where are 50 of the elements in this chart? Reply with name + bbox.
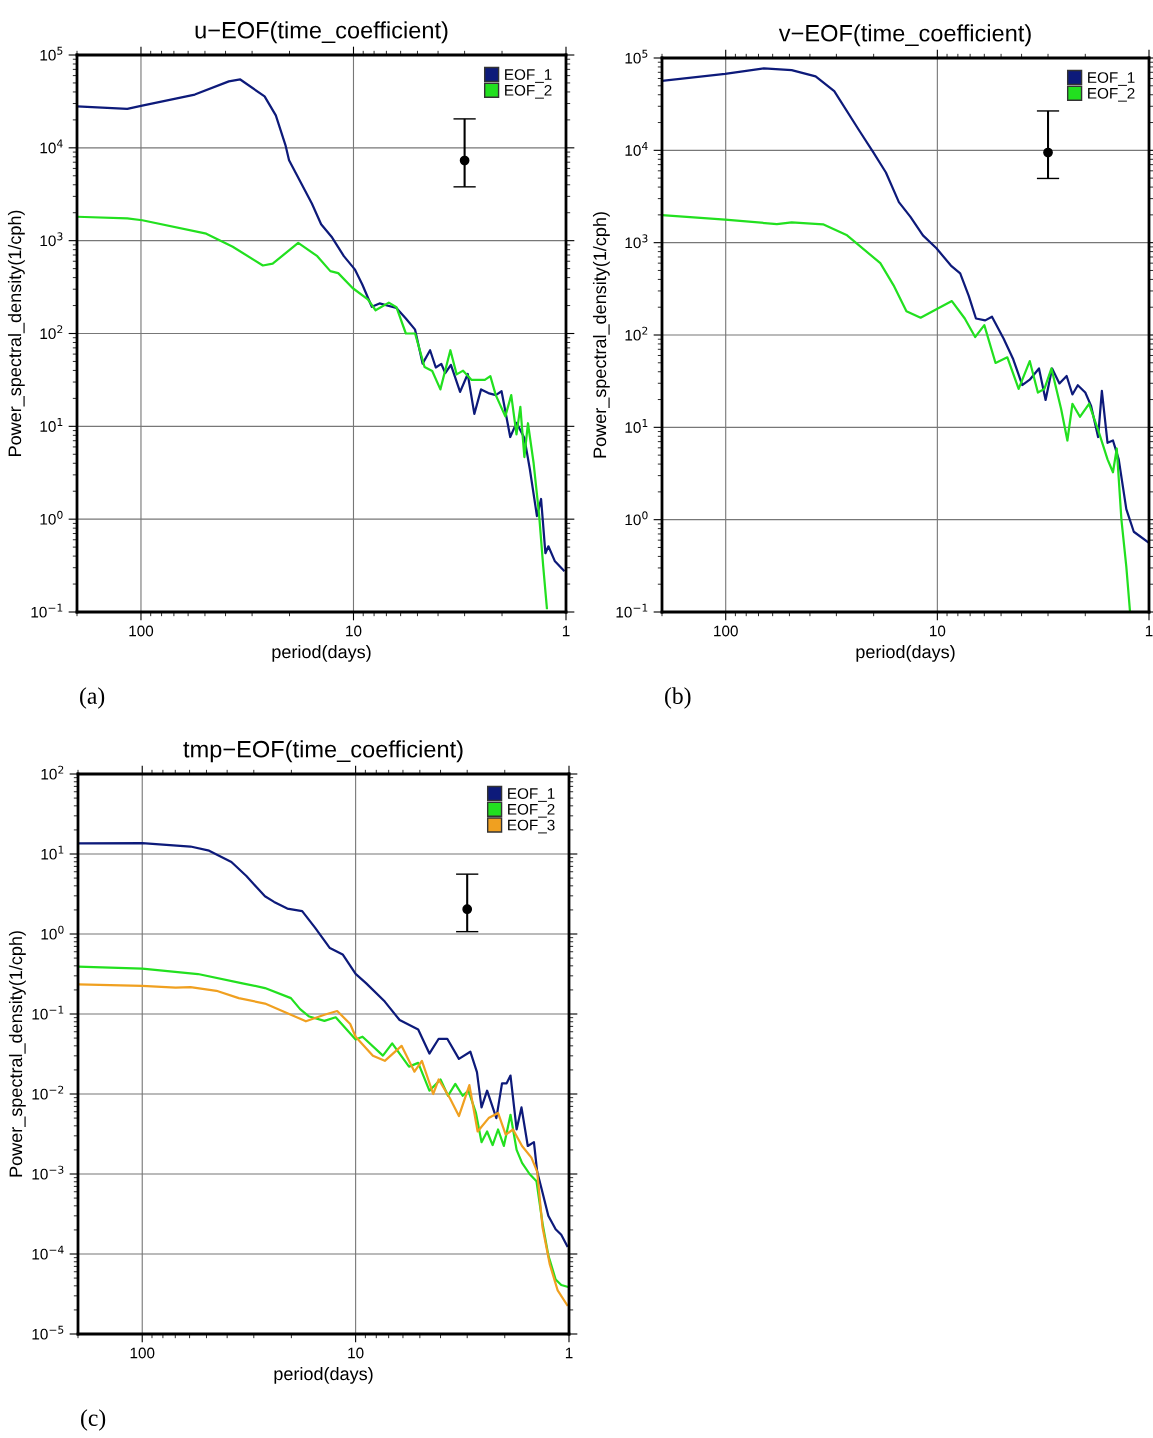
y-tick-label: 10$^{4}$ xyxy=(625,142,648,156)
x-axis-title: period(days) xyxy=(856,644,955,662)
legend-label: EOF_2 xyxy=(1088,87,1135,102)
chart-title: tmp−EOF(time_coefficient) xyxy=(183,740,463,763)
x-axis-title: period(days) xyxy=(274,1366,373,1384)
y-tick-label: 10$^{5}$ xyxy=(625,49,648,64)
y-tick-label: 10$^{4}$ xyxy=(40,139,63,154)
y-tick-label: 10$^{−1}$ xyxy=(32,1005,64,1020)
text: (a) xyxy=(80,687,105,709)
x-tick-label: 100 xyxy=(130,1347,155,1359)
y-axis-title: Power_spectral_density(1/cph) xyxy=(7,210,25,456)
y-tick-label: 10$^{2}$ xyxy=(41,765,64,780)
y-tick-label: 10$^{1}$ xyxy=(40,418,63,432)
y-tick-label: 10$^{−1}$ xyxy=(616,603,648,618)
y-tick-label: 10$^{3}$ xyxy=(40,232,63,247)
x-tick-label: 10 xyxy=(348,1347,364,1359)
x-tick-label: 10 xyxy=(930,625,946,637)
legend-label: EOF_1 xyxy=(508,788,555,802)
y-tick-label: 10$^{1}$ xyxy=(625,419,648,433)
x-tick-label: 1 xyxy=(1145,625,1153,637)
y-axis-title: Power_spectral_density(1/cph) xyxy=(592,212,610,458)
x-axis-title: period(days) xyxy=(272,644,371,662)
y-tick-label: 10$^{−4}$ xyxy=(32,1245,64,1260)
y-tick-label: 10$^{1}$ xyxy=(41,845,64,860)
text: (b) xyxy=(665,687,691,709)
y-tick-label: 10$^{0}$ xyxy=(40,510,63,525)
x-tick-label: 1 xyxy=(565,1347,573,1359)
y-tick-label: 10$^{−1}$ xyxy=(31,603,63,618)
legend-label: EOF_2 xyxy=(508,803,555,818)
text: (c) xyxy=(81,1409,106,1431)
y-tick-label: 10$^{−2}$ xyxy=(32,1085,64,1100)
legend-label: EOF_1 xyxy=(1088,72,1135,86)
x-tick-label: 100 xyxy=(714,625,738,637)
legend-label: EOF_1 xyxy=(505,69,552,83)
y-tick-label: 10$^{0}$ xyxy=(625,511,648,526)
y-tick-label: 10$^{3}$ xyxy=(625,234,648,249)
chart-title: u−EOF(time_coefficient) xyxy=(195,21,448,44)
y-tick-label: 10$^{5}$ xyxy=(40,46,63,61)
chart-title: v−EOF(time_coefficient) xyxy=(778,24,1031,47)
x-tick-label: 10 xyxy=(346,625,362,637)
y-axis-title: Power_spectral_density(1/cph) xyxy=(8,931,26,1177)
y-tick-label: 10$^{0}$ xyxy=(41,925,64,940)
x-tick-label: 100 xyxy=(129,625,154,637)
y-tick-label: 10$^{2}$ xyxy=(40,325,63,340)
legend-label: EOF_3 xyxy=(508,819,555,834)
legend-label: EOF_2 xyxy=(505,84,552,99)
y-tick-label: 10$^{−5}$ xyxy=(32,1325,64,1340)
y-tick-label: 10$^{−3}$ xyxy=(32,1165,64,1180)
x-tick-label: 1 xyxy=(562,625,570,637)
y-tick-label: 10$^{2}$ xyxy=(625,326,648,341)
